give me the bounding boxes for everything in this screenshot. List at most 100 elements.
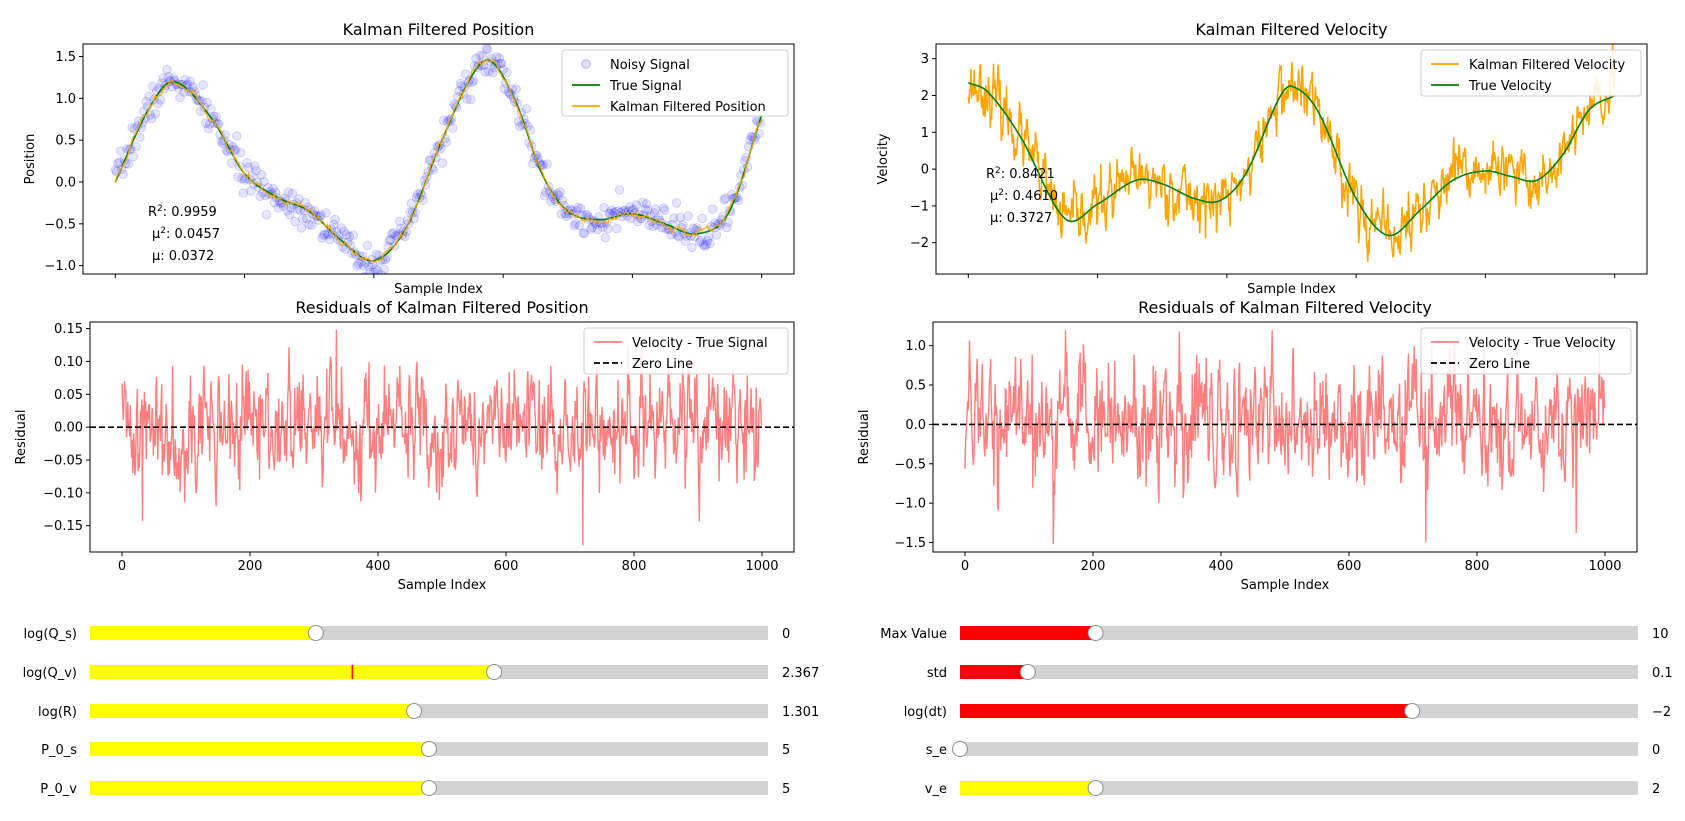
noisy-signal-point: [570, 218, 581, 229]
y-tick-label: −1.0: [44, 259, 76, 274]
noisy-signal-point: [237, 173, 247, 184]
slider-std[interactable]: std 0.1: [927, 664, 1673, 682]
slider-handle[interactable]: [952, 741, 968, 757]
slider-value: 2: [1652, 782, 1660, 797]
noisy-signal-point: [638, 197, 648, 208]
x-axis-label: Sample Index: [398, 578, 487, 593]
slider-handle[interactable]: [1087, 625, 1104, 641]
y-tick-label: 0.00: [54, 421, 83, 436]
noisy-signal-point: [644, 220, 654, 230]
slider-handle[interactable]: [406, 703, 423, 719]
slider-value: 10: [1652, 627, 1669, 642]
y-axis-label: Residual: [857, 410, 872, 465]
slider-handle[interactable]: [486, 664, 503, 680]
noisy-signal-point: [720, 193, 731, 204]
y-tick-label: 0.5: [55, 134, 76, 149]
slider-value: 0.1: [1652, 666, 1673, 681]
noisy-signal-point: [246, 186, 256, 196]
noisy-signal-point: [321, 208, 331, 218]
legend-label: Noisy Signal: [610, 58, 690, 73]
y-tick-label: −0.15: [43, 519, 83, 534]
noisy-signal-point: [702, 236, 713, 246]
noisy-signal-point: [612, 223, 622, 234]
noisy-signal-point: [386, 234, 396, 245]
slider-handle[interactable]: [421, 741, 437, 757]
y-tick-label: 1: [921, 126, 929, 141]
noisy-signal-point: [365, 268, 375, 274]
slider-handle[interactable]: [1404, 703, 1421, 719]
noisy-signal-point: [683, 211, 693, 221]
legend-box: [1420, 327, 1632, 375]
y-tick-label: −0.05: [43, 454, 83, 469]
noisy-signal-point: [144, 91, 154, 102]
noisy-signal-point: [669, 213, 679, 223]
slider-label: log(R): [38, 705, 77, 720]
slider-max-value[interactable]: Max Value 10: [880, 625, 1669, 643]
noisy-signal-point: [704, 232, 714, 242]
slider-log-q-s-[interactable]: log(Q_s) 0: [24, 625, 791, 643]
slider-handle[interactable]: [1087, 780, 1104, 796]
noisy-signal-point: [511, 84, 521, 94]
y-tick-label: −2: [910, 236, 929, 251]
stat-value: : 0.4610: [1004, 189, 1058, 204]
noisy-signal-point: [649, 208, 660, 218]
noisy-signal-point: [351, 250, 361, 260]
noisy-signal-point: [640, 204, 651, 215]
noisy-signal-point: [185, 76, 196, 87]
slider-handle[interactable]: [1019, 664, 1036, 680]
slider-log-r-[interactable]: log(R) 1.301: [38, 703, 819, 721]
slider-fill: [90, 781, 429, 795]
stat-value: : 0.3727: [998, 211, 1052, 226]
noisy-signal-point: [127, 122, 137, 133]
noisy-signal-point: [555, 187, 565, 197]
slider-p-0-v[interactable]: P_0_v 5: [40, 780, 790, 798]
slider-track[interactable]: [960, 626, 1638, 640]
slider-track[interactable]: [960, 742, 1638, 756]
noisy-signal-point: [128, 151, 139, 162]
slider-log-q-v-[interactable]: log(Q_v) 2.367: [23, 664, 820, 682]
noisy-signal-point: [439, 115, 449, 126]
slider-s-e[interactable]: s_e 0: [926, 741, 1661, 759]
slider-handle[interactable]: [421, 780, 437, 796]
noisy-signal-point: [329, 219, 339, 230]
noisy-signal-point: [604, 208, 614, 218]
slider-handle[interactable]: [307, 625, 324, 641]
noisy-signal-point: [716, 215, 727, 225]
noisy-signal-point: [541, 187, 551, 197]
noisy-signal-point: [573, 202, 583, 213]
noisy-signal-point: [362, 240, 373, 251]
noisy-signal-point: [600, 232, 611, 243]
noisy-signal-point: [251, 165, 261, 176]
axes-frame: [932, 321, 1638, 553]
y-tick-label: 2: [921, 89, 929, 104]
slider-v-e[interactable]: v_e 2: [925, 780, 1660, 798]
noisy-signal-point: [336, 223, 347, 233]
slider-log-dt-[interactable]: log(dt) −2: [904, 703, 1671, 721]
noisy-signal-point: [322, 228, 333, 239]
legend-label: True Signal: [609, 79, 682, 94]
noisy-signal-point: [269, 197, 280, 208]
stat-value: : 0.0457: [166, 227, 220, 242]
slider-track[interactable]: [960, 665, 1638, 679]
stat-value: : 0.8421: [1001, 167, 1055, 182]
noisy-signal-point: [290, 216, 300, 227]
noisy-signal-point: [707, 204, 718, 214]
x-tick-label: 800: [622, 559, 647, 574]
noisy-signal-point: [678, 220, 688, 230]
slider-p-0-s[interactable]: P_0_s 5: [41, 741, 790, 759]
x-axis-label: Sample Index: [394, 282, 483, 297]
noisy-signal-point: [631, 200, 642, 210]
noisy-signal-point: [559, 200, 569, 211]
sliders-layer: log(Q_s) 0 log(Q_v) 2.367 log(R) 1.301 P_0_s 5 P…: [23, 625, 1673, 798]
noisy-signal-point: [660, 205, 670, 216]
noisy-signal-point: [304, 219, 314, 230]
noisy-signal-point: [696, 235, 706, 246]
x-tick-label: 200: [238, 559, 263, 574]
y-tick-label: 1.5: [55, 50, 76, 65]
stat-mu-squared: μ2: 0.0457: [152, 226, 220, 242]
plot-area: [90, 329, 794, 546]
chart-1: −1.0 −0.5 0.0 0.5 1.0 1.5 Kalman Filtered Posi…: [23, 20, 795, 297]
noisy-signal-point: [705, 238, 715, 249]
slider-track[interactable]: [960, 781, 1638, 795]
legend: Noisy Signal True Signal Kalman Filtered P…: [561, 49, 789, 117]
